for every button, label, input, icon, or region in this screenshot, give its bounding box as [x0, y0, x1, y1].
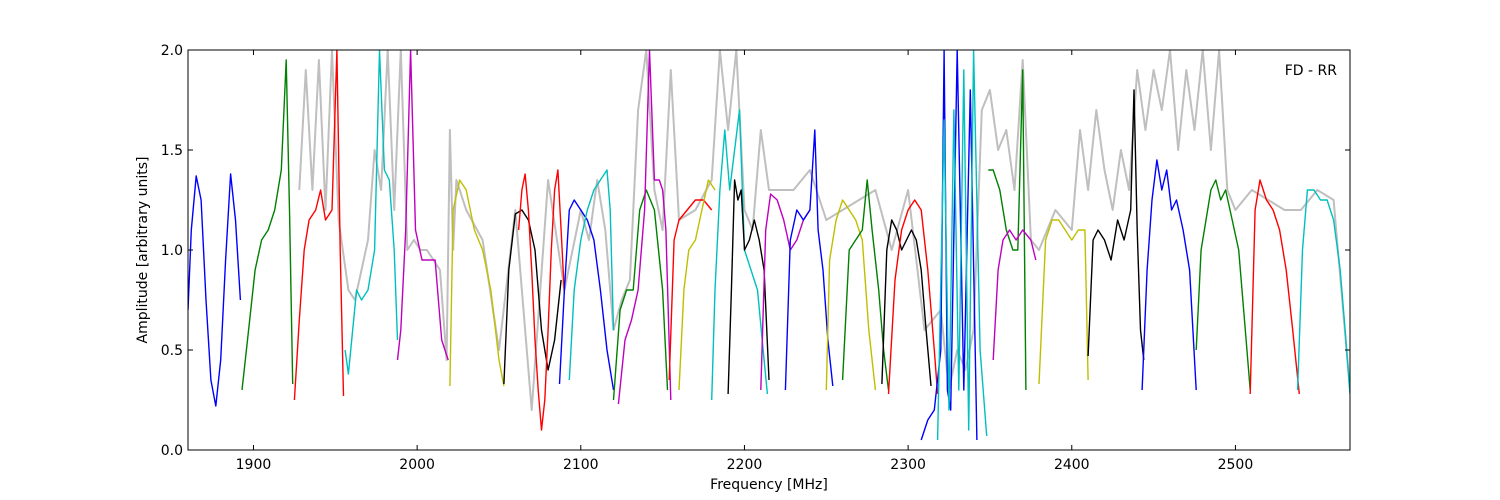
- series-line-10: [568, 169, 615, 381]
- x-tick-label: 2200: [727, 457, 763, 473]
- series-line-12: [617, 50, 672, 405]
- series-line-19: [825, 199, 877, 391]
- series-line-29: [1141, 159, 1197, 391]
- series-line-17: [760, 193, 811, 391]
- series-line-16: [727, 179, 770, 395]
- series-line-31: [1249, 179, 1300, 395]
- series-line-3: [293, 50, 345, 401]
- series-line-22: [887, 199, 939, 395]
- y-tick-label: 1.5: [161, 143, 183, 159]
- series-line-24: [936, 50, 988, 441]
- plot-content: [188, 50, 1350, 441]
- series-line-18: [784, 129, 834, 391]
- x-tick-label: 1900: [236, 457, 272, 473]
- y-axis-label: Amplitude [arbitrary units]: [135, 157, 151, 344]
- y-tick-label: 0.5: [161, 343, 183, 359]
- x-tick-label: 2500: [1218, 457, 1254, 473]
- series-line-14: [678, 179, 716, 391]
- series-line-2: [241, 59, 294, 391]
- series-line-21: [881, 219, 932, 387]
- series-line-7: [503, 209, 562, 385]
- series-line-20: [841, 179, 890, 391]
- y-tick-label: 2.0: [161, 43, 183, 59]
- series-line-9: [558, 199, 615, 391]
- series-line-4: [344, 50, 399, 375]
- panel-annotation: FD - RR: [1285, 63, 1338, 79]
- x-axis-label: Frequency [MHz]: [710, 477, 828, 493]
- series-line-5: [396, 50, 449, 361]
- x-tick-label: 2100: [563, 457, 599, 473]
- x-tick-label: 2400: [1054, 457, 1090, 473]
- series-line-30: [1195, 179, 1251, 391]
- y-tick-label: 1.0: [161, 243, 183, 259]
- y-tick-label: 0.0: [161, 443, 183, 459]
- series-line-8: [517, 169, 566, 431]
- series-line-25: [988, 69, 1027, 391]
- series-line-32: [1296, 189, 1350, 395]
- series-line-11: [612, 189, 669, 401]
- series-line-6: [449, 179, 505, 387]
- x-tick-label: 2000: [399, 457, 435, 473]
- series-line-23: [920, 50, 978, 441]
- series-line-27: [1038, 219, 1089, 385]
- series-line-15: [711, 109, 769, 401]
- series-line-1: [188, 173, 242, 407]
- x-tick-label: 2300: [890, 457, 926, 473]
- series-line-26: [992, 229, 1037, 361]
- series-line-28: [1087, 89, 1145, 361]
- ticks: 1900 2000 2100 2200 2300 2400 2500 0.0 0.5 1.0 1.5…: [161, 43, 1350, 473]
